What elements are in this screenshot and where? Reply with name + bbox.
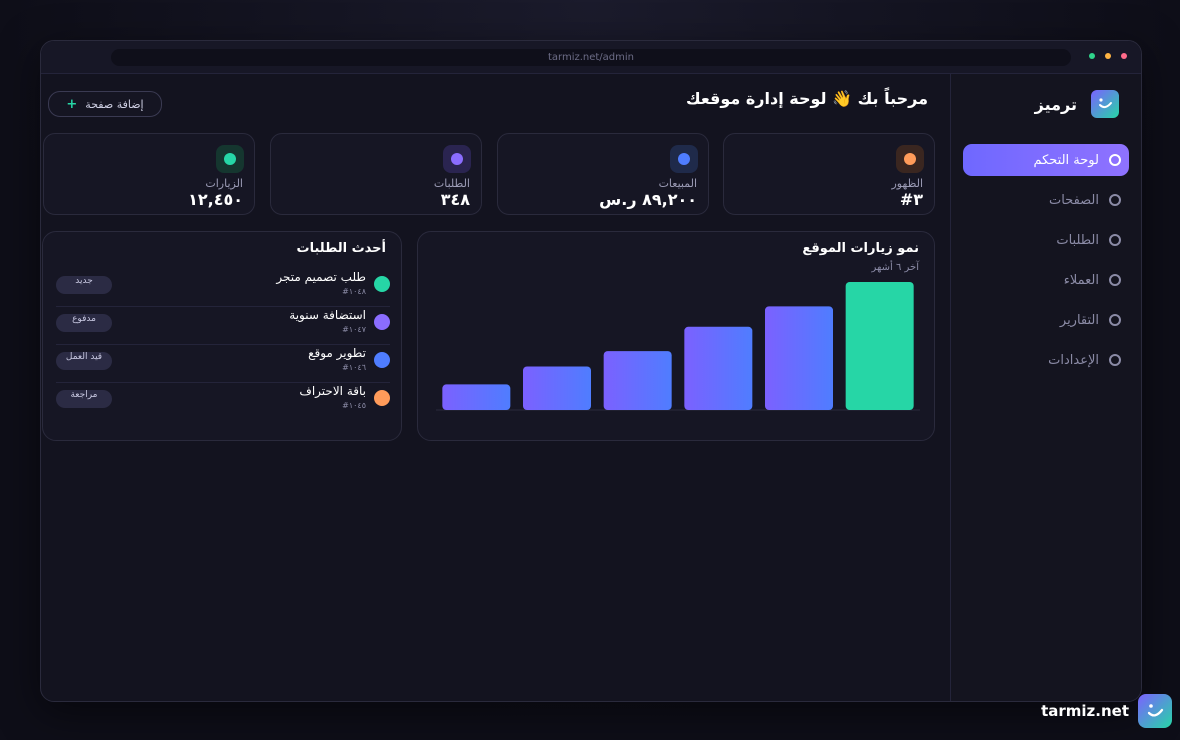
visits-bar-chart (436, 282, 920, 411)
stat-label: المبيعات (658, 177, 697, 190)
circle-icon (1109, 154, 1121, 166)
footer-brand: tarmiz.net (1041, 694, 1172, 728)
order-title: طلب تصميم متجر (276, 270, 366, 284)
order-row[interactable]: طلب تصميم متجر #١٠٤٨ جديد (56, 268, 390, 307)
stat-card-orders[interactable]: الطلبات ٣٤٨ (270, 133, 482, 215)
sidebar: ترميز لوحة التحكم الصفحات الطلبات العملا… (950, 74, 1141, 701)
orders-title: أحدث الطلبات (296, 241, 386, 256)
sidebar-item-dashboard[interactable]: لوحة التحكم (963, 144, 1129, 176)
status-badge: قيد العمل (56, 352, 112, 370)
order-row[interactable]: استضافة سنوية #١٠٤٧ مدفوع (56, 306, 390, 345)
sidebar-item-label: الإعدادات (1048, 352, 1099, 368)
chart-bar[interactable] (684, 326, 753, 410)
chart-bar[interactable] (845, 282, 914, 410)
circle-icon (1109, 314, 1121, 326)
address-bar[interactable]: tarmiz.net/admin (111, 49, 1071, 66)
window-controls (1089, 53, 1127, 59)
sidebar-item-pages[interactable]: الصفحات (963, 184, 1129, 216)
window-dot-red[interactable] (1121, 53, 1127, 59)
stat-card-impressions[interactable]: الظهور #٣ (723, 133, 935, 215)
stat-label: الظهور (891, 177, 924, 190)
order-id: #١٠٤٨ (342, 287, 366, 296)
status-dot-icon (374, 314, 390, 330)
footer-domain: tarmiz.net (1041, 702, 1129, 720)
app-window: tarmiz.net/admin ترميز لوحة التحكم الصفح… (40, 40, 1142, 702)
order-row[interactable]: تطوير موقع #١٠٤٦ قيد العمل (56, 344, 390, 383)
window-dot-yellow[interactable] (1105, 53, 1111, 59)
window-dot-green[interactable] (1089, 53, 1095, 59)
sidebar-item-label: التقارير (1059, 312, 1099, 328)
main-content: مرحباً بك 👋 لوحة إدارة موقعك + إضافة صفح… (41, 74, 950, 701)
status-dot-icon (374, 352, 390, 368)
order-row[interactable]: باقة الاحتراف #١٠٤٥ مراجعة (56, 382, 390, 420)
sidebar-item-settings[interactable]: الإعدادات (963, 344, 1129, 376)
circle-icon (1109, 234, 1121, 246)
plus-icon: + (66, 96, 78, 112)
stat-label: الزيارات (205, 177, 243, 190)
order-title: تطوير موقع (308, 346, 366, 360)
status-dot-icon (374, 390, 390, 406)
sidebar-nav: لوحة التحكم الصفحات الطلبات العملاء التق… (963, 144, 1129, 384)
chart-bar[interactable] (442, 384, 511, 410)
page-title: مرحباً بك 👋 لوحة إدارة موقعك (685, 89, 928, 108)
smile-logo-icon (1138, 694, 1172, 728)
order-id: #١٠٤٥ (342, 401, 366, 410)
sidebar-item-label: الصفحات (1048, 192, 1099, 208)
stat-value: ٨٩,٢٠٠ ر.س (599, 190, 697, 209)
add-page-label: إضافة صفحة (85, 97, 144, 111)
order-id: #١٠٤٦ (342, 363, 366, 372)
chart-bar[interactable] (523, 366, 591, 410)
dot-icon (216, 145, 244, 173)
brand-name: ترميز (1034, 94, 1077, 114)
chart-subtitle: آخر ٦ أشهر (871, 262, 920, 273)
stat-label: الطلبات (433, 177, 470, 190)
status-badge: مدفوع (56, 314, 112, 332)
circle-icon (1109, 354, 1121, 366)
sidebar-item-label: العملاء (1063, 272, 1099, 288)
sidebar-item-customers[interactable]: العملاء (963, 264, 1129, 296)
status-badge: جديد (56, 276, 112, 294)
visits-chart-panel: نمو زيارات الموقع آخر ٦ أشهر (417, 231, 935, 441)
circle-icon (1109, 194, 1121, 206)
stat-value: #٣ (899, 190, 923, 209)
stat-value: ٣٤٨ (440, 190, 470, 209)
stat-card-sales[interactable]: المبيعات ٨٩,٢٠٠ ر.س (497, 133, 709, 215)
chart-bar[interactable] (765, 306, 833, 410)
smile-logo-icon (1091, 90, 1119, 118)
order-title: استضافة سنوية (289, 308, 366, 322)
brand[interactable]: ترميز (1035, 90, 1119, 118)
add-page-button[interactable]: + إضافة صفحة (48, 91, 162, 117)
sidebar-item-reports[interactable]: التقارير (963, 304, 1129, 336)
sidebar-item-orders[interactable]: الطلبات (963, 224, 1129, 256)
stat-value: ١٢,٤٥٠ (188, 190, 243, 209)
dot-icon (670, 145, 698, 173)
chart-title: نمو زيارات الموقع (802, 241, 919, 256)
recent-orders-panel: أحدث الطلبات طلب تصميم متجر #١٠٤٨ جديد ا… (42, 231, 402, 441)
order-id: #١٠٤٧ (342, 325, 366, 334)
status-dot-icon (374, 276, 390, 292)
browser-titlebar: tarmiz.net/admin (41, 41, 1141, 74)
sidebar-item-label: لوحة التحكم (1033, 152, 1099, 168)
order-title: باقة الاحتراف (299, 384, 366, 398)
status-badge: مراجعة (56, 390, 112, 408)
circle-icon (1109, 274, 1121, 286)
chart-bar[interactable] (603, 351, 672, 410)
stat-card-visits[interactable]: الزيارات ١٢,٤٥٠ (43, 133, 255, 215)
dot-icon (443, 145, 471, 173)
sidebar-item-label: الطلبات (1056, 232, 1099, 248)
dot-icon (896, 145, 924, 173)
